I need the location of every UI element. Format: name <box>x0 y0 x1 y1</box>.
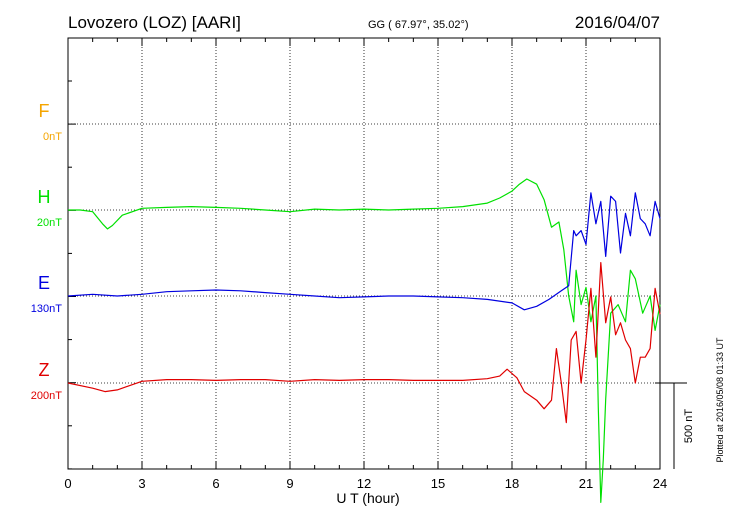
x-tick-label: 0 <box>64 476 71 491</box>
series-lines <box>67 178 661 503</box>
x-tick-label: 3 <box>138 476 145 491</box>
series-baseline-z: 200nT <box>31 390 62 402</box>
x-tick-label: 15 <box>431 476 445 491</box>
x-axis-label: U T (hour) <box>336 490 399 506</box>
x-tick-label: 6 <box>212 476 219 491</box>
x-tick-labels: 0 3 6 9 12 15 18 21 24 <box>64 476 667 491</box>
x-tick-label: 12 <box>357 476 371 491</box>
series-baseline-h: 20nT <box>37 217 62 229</box>
date-label: 2016/04/07 <box>575 13 660 32</box>
x-tick-label: 18 <box>505 476 519 491</box>
series-name-z: Z <box>39 360 50 380</box>
series-name-h: H <box>38 187 51 207</box>
geo-coordinates: GG ( 67.97°, 35.02°) <box>368 19 469 31</box>
series-name-f: F <box>39 101 50 121</box>
series-baseline-f: 0nT <box>43 131 62 143</box>
x-tick-label: 24 <box>653 476 667 491</box>
x-tick-label: 21 <box>579 476 593 491</box>
series-line-z <box>67 262 661 424</box>
scale-bar: 500 nT <box>655 382 695 469</box>
series-line-e <box>67 192 661 311</box>
axis-ticks <box>67 38 661 470</box>
series-baseline-e: 130nT <box>31 303 62 315</box>
series-name-e: E <box>38 273 50 293</box>
series-line-h <box>68 178 661 503</box>
x-tick-label: 9 <box>286 476 293 491</box>
plotted-timestamp: Plotted at 2016/05/08 01:33 UT <box>715 337 725 463</box>
scale-bar-label: 500 nT <box>683 409 695 444</box>
station-title: Lovozero (LOZ) [AARI] <box>68 13 241 32</box>
series-labels: F 0nT H 20nT E 130nT Z 200nT <box>31 101 62 402</box>
